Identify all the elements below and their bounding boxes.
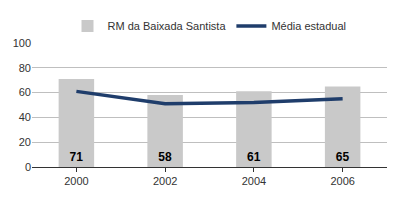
svg-text:40: 40 — [19, 111, 31, 123]
svg-text:2000: 2000 — [64, 175, 88, 187]
svg-text:60: 60 — [19, 86, 31, 98]
svg-text:0: 0 — [25, 161, 31, 173]
svg-text:61: 61 — [247, 150, 261, 164]
svg-text:65: 65 — [336, 150, 350, 164]
svg-text:2002: 2002 — [153, 175, 177, 187]
svg-text:100: 100 — [13, 37, 31, 49]
svg-text:2004: 2004 — [242, 175, 266, 187]
svg-text:80: 80 — [19, 62, 31, 74]
svg-text:20: 20 — [19, 136, 31, 148]
svg-text:71: 71 — [70, 150, 84, 164]
svg-text:58: 58 — [158, 150, 172, 164]
svg-text:2006: 2006 — [330, 175, 354, 187]
svg-text:Média estadual: Média estadual — [271, 20, 346, 32]
svg-text:RM da Baixada Santista: RM da Baixada Santista — [108, 20, 227, 32]
